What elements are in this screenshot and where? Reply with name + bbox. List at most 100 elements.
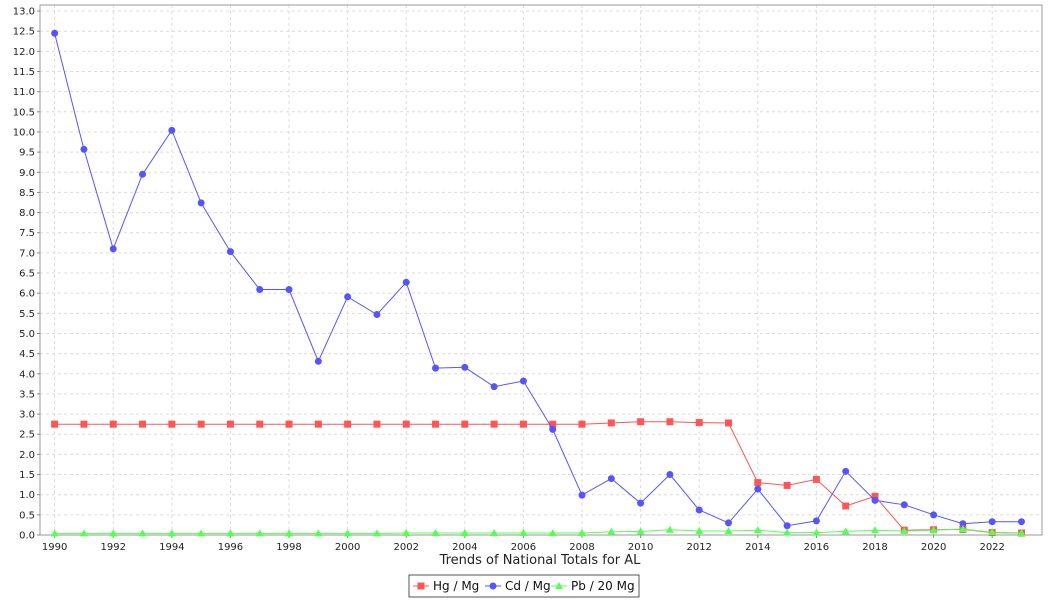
y-tick-label: 0.0 [19,531,35,542]
data-point [959,520,967,528]
x-tick-label: 2010 [628,542,653,553]
data-point [871,492,879,500]
data-point [842,502,850,510]
x-axis-label: Trends of National Totals for AL [439,553,642,568]
series-2 [50,524,1026,537]
data-point [197,420,205,428]
data-point [871,496,879,504]
data-point [929,526,938,534]
y-tick-label: 6.0 [19,289,35,300]
data-point [285,529,294,537]
data-point [753,526,762,534]
data-point [314,529,323,537]
data-point [783,528,792,536]
x-tick-label: 1990 [42,542,67,553]
data-point [930,511,938,519]
data-point [695,526,704,534]
data-point [900,501,908,509]
data-point [812,517,820,525]
data-point [1017,528,1026,536]
data-point [372,529,381,537]
data-point [958,524,967,532]
y-tick-label: 0.5 [19,510,35,521]
data-point [549,425,557,433]
data-point [51,420,59,428]
y-axis-ticks: 0.0 0.5 1.0 1.5 2.0 2.5 3.0 3.5 4.0 4.5 5.0 5.5 6.0 6… [13,7,40,542]
data-point [197,199,205,207]
data-point [783,481,791,489]
data-point [812,475,820,483]
x-tick-label: 2002 [394,542,419,553]
data-point [432,364,440,372]
y-tick-label: 2.5 [19,430,35,441]
x-tick-label: 2008 [569,542,594,553]
legend-item: Cd / Mg [485,579,551,593]
data-point [695,506,703,514]
data-point [109,245,117,253]
data-point [460,528,469,536]
data-point [402,528,411,536]
legend-item: Pb / 20 Mg [551,579,635,593]
y-tick-label: 5.0 [19,329,35,340]
data-point [50,529,59,537]
data-point [519,528,528,536]
data-point [490,420,498,428]
axes [39,4,1043,536]
data-point [490,528,499,536]
data-point [695,419,703,427]
data-point [665,525,674,533]
y-tick-label: 13.0 [13,7,35,18]
data-point [637,418,645,426]
data-point [314,420,322,428]
data-point [1017,518,1025,526]
y-tick-label: 3.0 [19,410,35,421]
x-tick-label: 2018 [862,542,887,553]
data-point [519,377,527,385]
data-point [109,420,117,428]
x-tick-label: 2004 [452,542,477,553]
data-point [285,420,293,428]
x-tick-label: 1996 [218,542,243,553]
data-point [461,363,469,371]
data-point [666,471,674,479]
data-point [79,529,88,537]
series-0 [51,418,1025,537]
x-axis-ticks: 1990 1992 1994 1996 1998 2000 2002 2004 2006 2008… [42,535,1005,553]
y-tick-label: 3.5 [19,389,35,400]
data-point [666,418,674,426]
y-tick-label: 12.5 [13,27,35,38]
data-point [402,278,410,286]
data-point [900,526,909,534]
x-tick-label: 2000 [335,542,360,553]
plot-background [40,5,1042,535]
legend-marker [489,582,497,590]
data-point [432,420,440,428]
data-point [344,293,352,301]
data-point [109,529,118,537]
y-tick-label: 5.5 [19,309,35,320]
x-tick-label: 2006 [511,542,536,553]
y-tick-label: 11.0 [13,87,35,98]
y-tick-label: 2.0 [19,450,35,461]
data-point [167,529,176,537]
y-tick-label: 9.5 [19,148,35,159]
data-point [256,286,264,294]
data-point [255,529,264,537]
data-point [226,420,234,428]
data-point [226,248,234,256]
y-tick-label: 4.0 [19,369,35,380]
x-tick-label: 1998 [276,542,301,553]
data-point [607,475,615,483]
data-point [841,527,850,535]
data-point [725,519,733,527]
data-point [373,311,381,319]
data-point [461,420,469,428]
data-point [373,420,381,428]
data-point [402,420,410,428]
series-layer [50,29,1026,537]
data-point [842,467,850,475]
legend: Hg / Mg Cd / Mg Pb / 20 Mg [408,574,640,598]
x-tick-label: 2022 [979,542,1004,553]
legend-marker [417,582,425,590]
